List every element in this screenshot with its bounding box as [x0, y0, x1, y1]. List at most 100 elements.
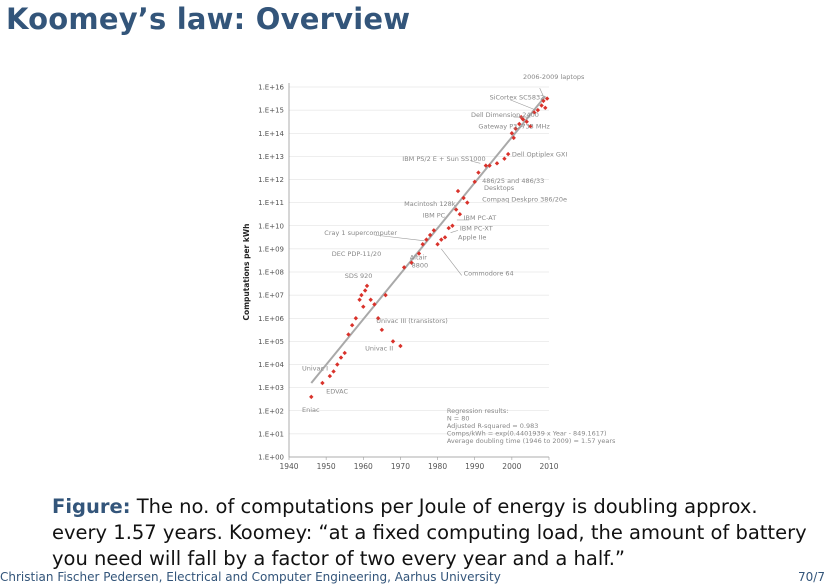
- annotation-label: SDS 920: [345, 272, 373, 280]
- y-tick-label: 1.E+00: [258, 454, 284, 462]
- data-point: [309, 394, 314, 400]
- y-tick-label: 1.E+16: [258, 84, 284, 92]
- data-point: [528, 124, 533, 129]
- data-point: [368, 297, 373, 302]
- koomey-chart: 1.E+00 1.E+01 1.E+02 1.E+03 1.E+04 1.E+05 1.E+…: [242, 73, 616, 471]
- data-point: [442, 235, 448, 240]
- data-point: [427, 232, 433, 238]
- data-point: [535, 107, 541, 113]
- data-point: [509, 131, 515, 136]
- slide-title: Koomey’s law: Overview: [6, 2, 411, 36]
- data-point: [435, 242, 440, 247]
- annotation-label: EDVAC: [326, 387, 348, 395]
- data-point: [465, 200, 470, 205]
- annotation-label: Univac I: [302, 364, 328, 372]
- annotation-label: Univac III (transistors): [376, 317, 448, 325]
- data-point: [359, 292, 364, 298]
- x-tick-label: 1980: [428, 462, 447, 471]
- x-tick-label: 1990: [465, 462, 484, 471]
- y-tick-label: 1.E+01: [258, 430, 284, 438]
- data-point: [379, 327, 385, 333]
- data-point: [338, 355, 344, 360]
- data-point: [494, 161, 500, 166]
- annotation-leader: [517, 124, 525, 129]
- annotation-label: Apple IIe: [458, 234, 486, 242]
- data-point: [357, 297, 362, 302]
- data-point: [372, 302, 377, 307]
- annotation-label: IBM PC-AT: [464, 214, 497, 222]
- data-point: [446, 225, 451, 231]
- annotation-label: Eniac: [302, 406, 320, 414]
- data-point: [346, 332, 351, 337]
- data-point: [502, 156, 507, 161]
- y-tick-label: 1.E+15: [258, 107, 284, 115]
- regression-line-text: Regression results:: [447, 407, 509, 415]
- data-point: [383, 292, 388, 298]
- y-tick-label: 1.E+13: [258, 153, 284, 161]
- annotation-label: Gateway P3, 733 MHz: [478, 123, 550, 131]
- data-point: [476, 170, 481, 175]
- caption-text: The no. of computations per Joule of ene…: [52, 495, 807, 570]
- data-point: [416, 251, 422, 256]
- data-point: [439, 237, 444, 242]
- data-point: [543, 105, 548, 111]
- y-tick-labels: 1.E+00 1.E+01 1.E+02 1.E+03 1.E+04 1.E+05 1.E+…: [258, 84, 284, 462]
- data-point: [517, 121, 522, 127]
- y-tick-label: 1.E+09: [258, 245, 284, 253]
- annotation-leader: [441, 248, 462, 276]
- annotation-label: Dell Dimension 2400: [471, 111, 539, 119]
- annotation-leader: [450, 230, 459, 233]
- data-point: [487, 163, 492, 168]
- data-point: [420, 242, 425, 247]
- y-tick-label: 1.E+10: [258, 222, 284, 230]
- x-tick-label: 1940: [279, 462, 298, 471]
- data-point: [349, 322, 355, 328]
- data-points: [309, 96, 550, 400]
- annotation-label: DEC PDP-11/20: [332, 250, 382, 258]
- data-point: [453, 207, 459, 212]
- x-tick-label: 1970: [391, 462, 410, 471]
- data-point: [362, 288, 368, 293]
- y-tick-label: 1.E+02: [258, 407, 284, 415]
- y-tick-label: 1.E+12: [258, 176, 284, 184]
- data-point: [424, 237, 429, 242]
- footer-author: Christian Fischer Pedersen, Electrical a…: [0, 570, 501, 584]
- y-tick-label: 1.E+07: [258, 292, 284, 300]
- data-point: [409, 260, 414, 265]
- y-axis-label: Computations per kWh: [242, 224, 251, 321]
- annotation-label: 2006-2009 laptops: [523, 73, 585, 81]
- annotation-label: Univac II: [365, 345, 393, 353]
- regression-line-text: Average doubling time (1946 to 2009) = 1…: [447, 437, 616, 445]
- regression-line-text: N = 80: [447, 415, 470, 423]
- annotation-label: Dell Optiplex GXI: [512, 150, 567, 158]
- data-point: [390, 339, 396, 344]
- annotation-label: 486/25 and 486/33: [482, 177, 544, 185]
- data-point: [457, 211, 463, 217]
- data-point: [335, 362, 340, 367]
- data-point: [327, 373, 333, 379]
- data-point: [375, 316, 381, 321]
- data-point: [544, 96, 550, 101]
- data-point: [320, 380, 325, 386]
- regression-line-text: Adjusted R-squared = 0.983: [447, 422, 539, 430]
- annotation-label: IBM PC-XT: [460, 224, 493, 232]
- annotations: 2006-2009 laptops SiCortex SC5832 Dell Dim…: [302, 73, 585, 414]
- x-tick-label: 1950: [317, 462, 336, 471]
- data-point: [361, 304, 366, 309]
- x-tick-label: 2010: [539, 462, 558, 471]
- data-point: [431, 228, 437, 233]
- data-point: [331, 369, 336, 374]
- annotation-label: IBM PC: [423, 212, 446, 220]
- data-point: [505, 151, 511, 157]
- data-point: [483, 163, 489, 168]
- y-tick-label: 1.E+06: [258, 315, 284, 323]
- annotation-leader: [470, 160, 481, 164]
- annotation-label: 8800: [412, 261, 429, 269]
- annotation-leader: [374, 234, 425, 242]
- data-point: [461, 195, 466, 201]
- data-point: [401, 265, 407, 270]
- y-tick-label: 1.E+14: [258, 130, 284, 138]
- data-point: [513, 126, 518, 131]
- annotation-label: Compaq Deskpro 386/20e: [482, 195, 567, 203]
- grid-lines: [289, 86, 549, 458]
